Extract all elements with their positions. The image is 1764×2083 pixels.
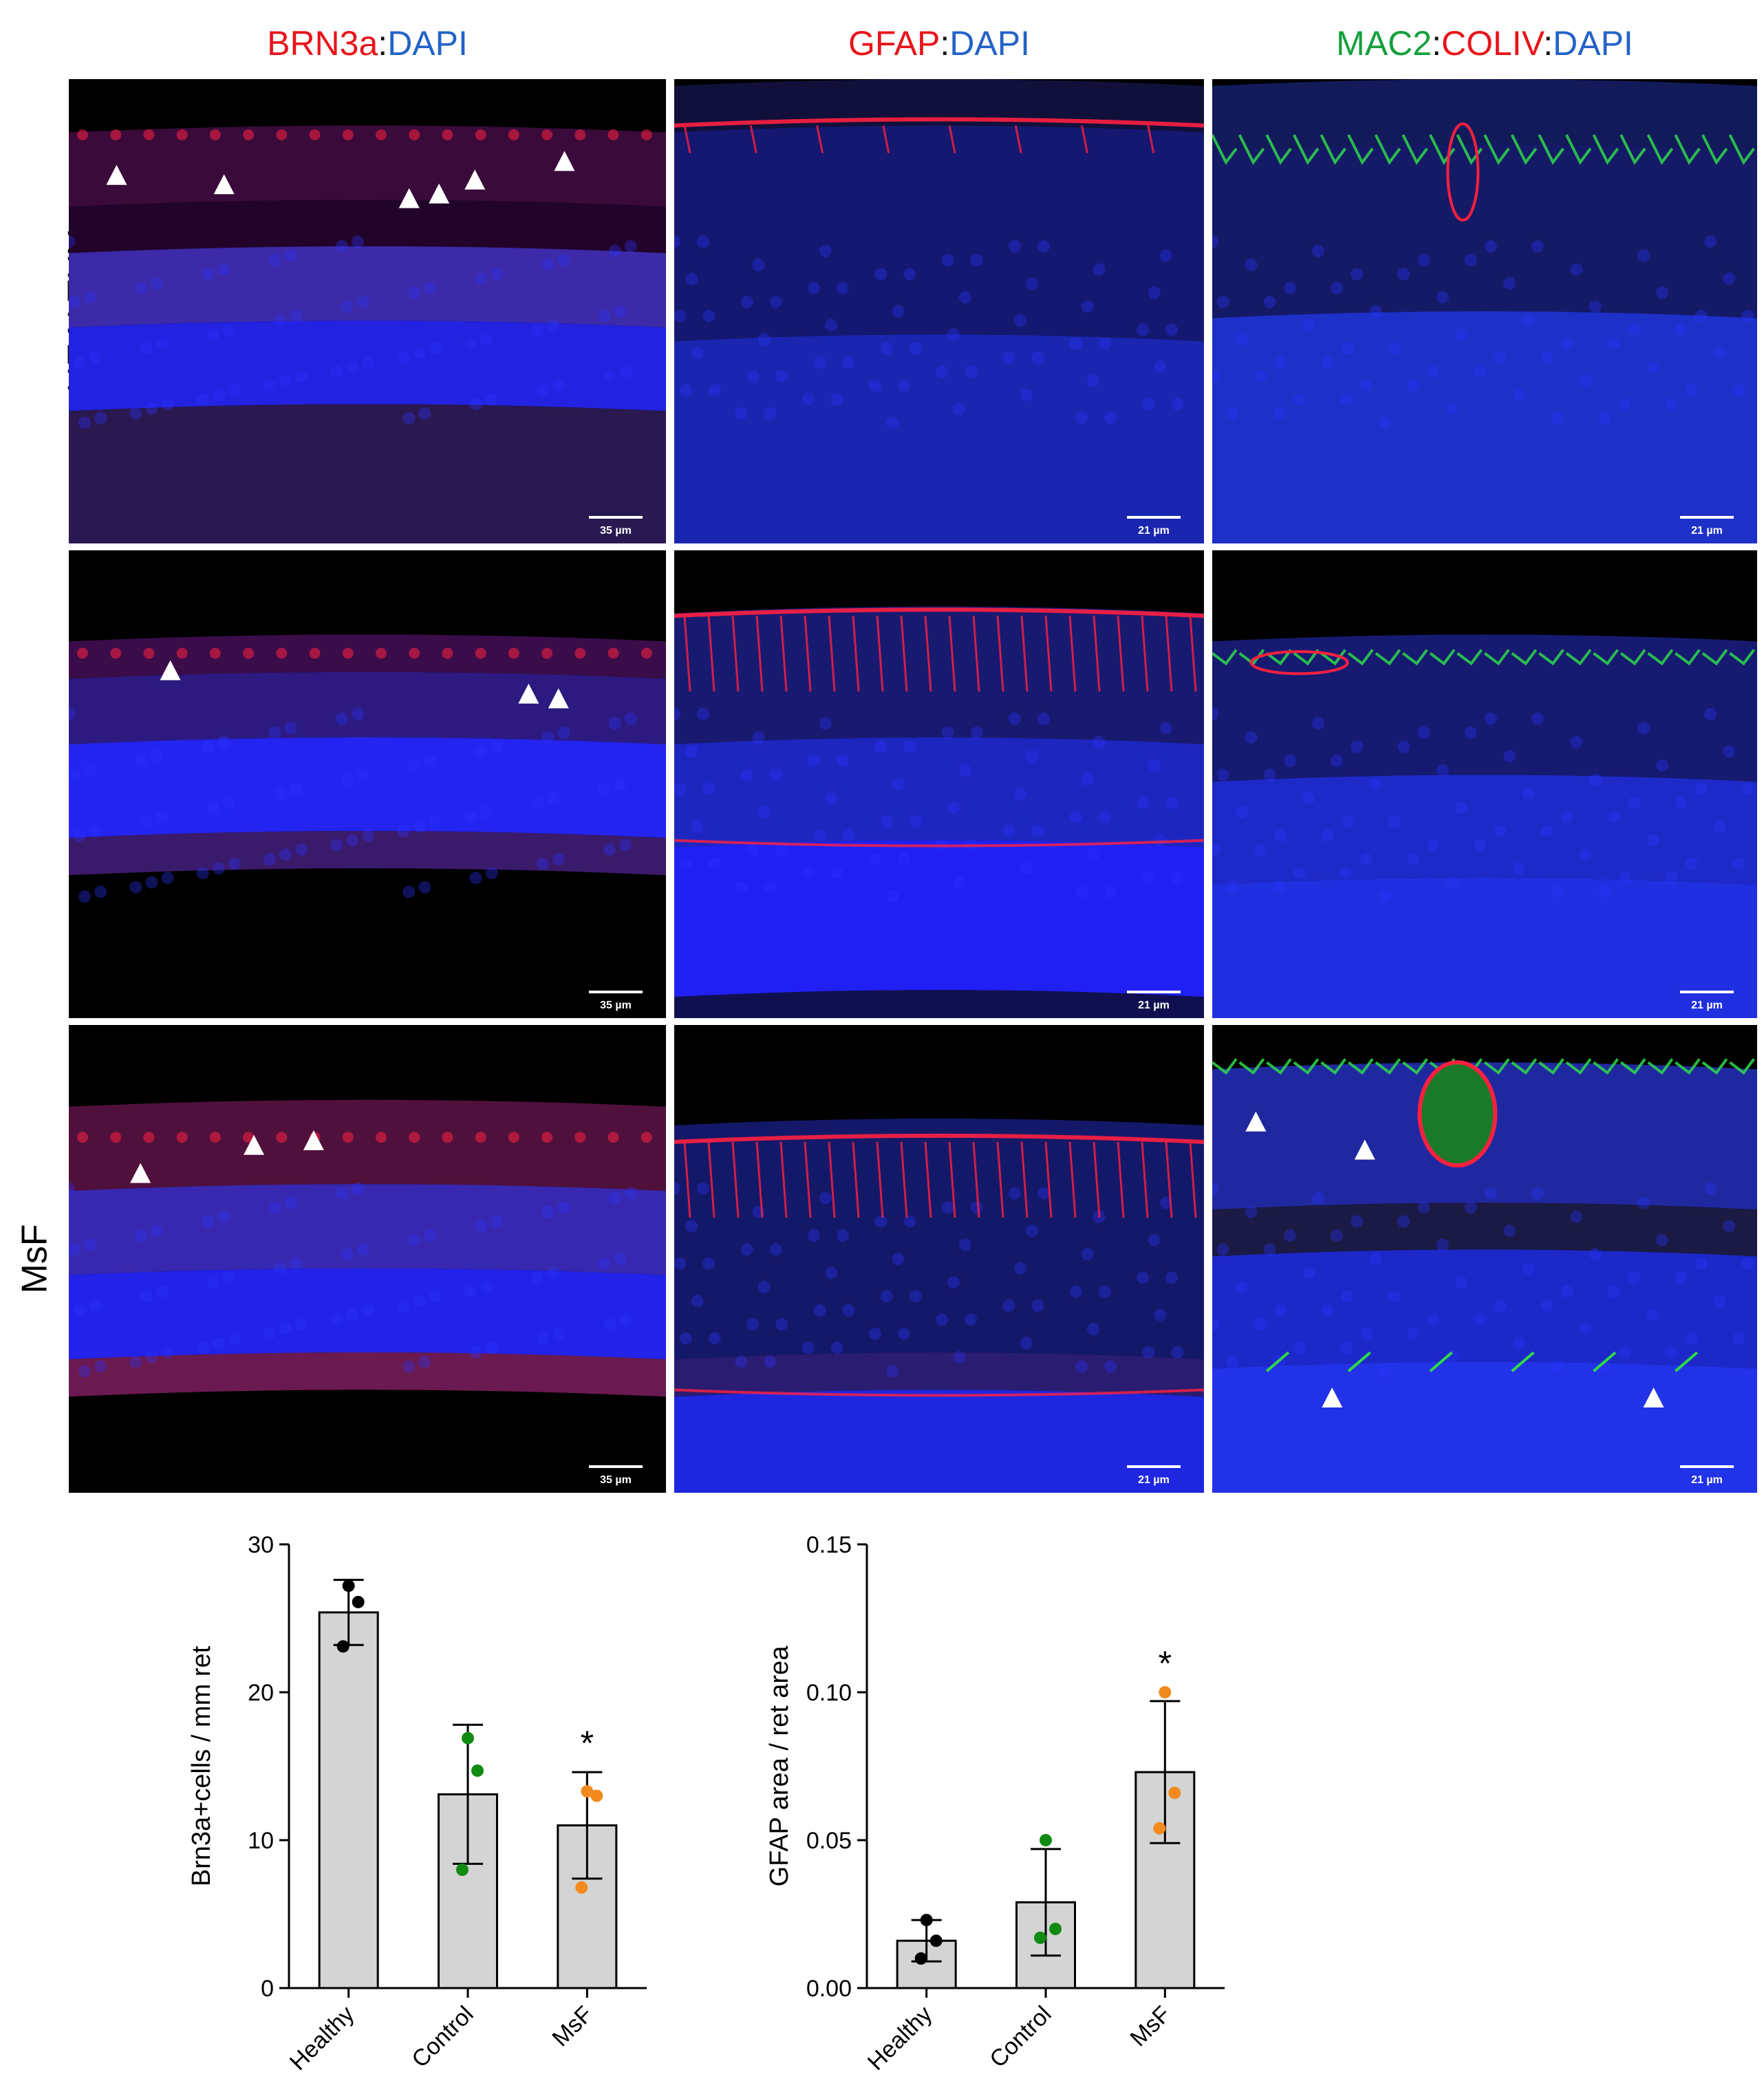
microscopy-panel-control-2: 21 µm <box>674 550 1204 1018</box>
data-point-healthy <box>929 1934 943 1947</box>
scale-bar-label: 21 µm <box>1138 1000 1170 1011</box>
scale-bar-label: 21 µm <box>1691 1474 1723 1486</box>
data-point-msf <box>581 1785 594 1798</box>
column-header-part: : <box>378 24 388 63</box>
data-point-msf <box>1159 1686 1172 1698</box>
y-tick-label: 0.15 <box>806 1532 852 1558</box>
column-header-part: : <box>1432 24 1441 63</box>
data-point-healthy <box>914 1952 927 1965</box>
column-header-part: COLIV <box>1441 24 1544 63</box>
microscopy-panel-msf-2: 21 µm <box>674 1025 1204 1493</box>
row-label-control: CONTROL <box>0 550 107 1018</box>
y-tick-label: 10 <box>248 1828 274 1854</box>
microscopy-panel-healthy-1: 35 µm <box>69 79 666 543</box>
y-tick-label: 0.00 <box>806 1976 852 2002</box>
column-header-part: : <box>940 24 950 63</box>
data-point-healthy <box>352 1595 365 1608</box>
data-point-control <box>456 1864 469 1876</box>
scale-bar-label: 21 µm <box>1691 1000 1723 1011</box>
significance-marker: * <box>581 1724 594 1762</box>
x-tick-label: MsF <box>547 2001 598 2052</box>
y-axis-label: GFAP area / ret area <box>765 1645 794 1887</box>
y-tick-label: 20 <box>248 1680 274 1706</box>
column-header-part: BRN3a <box>267 24 378 63</box>
x-tick-label: Healthy <box>285 2001 359 2075</box>
scale-bar-label: 21 µm <box>1691 525 1723 537</box>
significance-marker: * <box>1159 1644 1172 1683</box>
x-tick-label: Healthy <box>863 2001 937 2075</box>
microscopy-panel-msf-1: 35 µm <box>69 1025 666 1493</box>
data-point-msf <box>575 1881 588 1894</box>
scale-bar-label: 21 µm <box>1138 525 1170 537</box>
column-header-part: MAC2 <box>1336 24 1432 63</box>
data-point-control <box>1040 1834 1052 1846</box>
data-point-control <box>471 1764 484 1777</box>
column-header-brn3a: BRN3a:DAPI <box>69 19 666 67</box>
y-tick-label: 0.05 <box>806 1828 852 1854</box>
data-point-control <box>462 1731 474 1745</box>
chart-gfap-area: 0.00 0.05 0.10 0.15 GFAP area / ret area Heal… <box>736 1507 1259 2077</box>
data-point-control <box>1034 1931 1046 1944</box>
microscopy-panel-control-1: 35 µm <box>69 550 666 1018</box>
scale-bar-label: 35 µm <box>600 1000 632 1011</box>
column-header-part: GFAP <box>848 24 940 63</box>
bar-healthy <box>318 1611 379 1989</box>
column-header-mac2: MAC2:COLIV:DAPI <box>1212 19 1757 67</box>
data-point-control <box>1049 1923 1062 1935</box>
data-point-msf <box>1153 1822 1166 1835</box>
data-point-healthy <box>342 1579 355 1593</box>
data-point-msf <box>1168 1787 1181 1800</box>
y-tick-label: 30 <box>248 1532 274 1558</box>
y-tick-label: 0 <box>261 1976 274 2002</box>
microscopy-panel-msf-3: 21 µm <box>1212 1025 1757 1493</box>
chart-brn3a-cells: 0 10 20 30 Brn3a+cells / mm ret Healthy Contro… <box>158 1507 681 2077</box>
y-tick-label: 0.10 <box>806 1680 852 1706</box>
microscopy-panel-healthy-3: 21 µm <box>1212 79 1757 543</box>
column-header-gfap: GFAP:DAPI <box>674 19 1204 67</box>
data-point-healthy <box>336 1640 349 1653</box>
column-header-part: DAPI <box>1553 24 1633 63</box>
column-header-part: DAPI <box>387 24 468 63</box>
microscopy-panel-healthy-2: 21 µm <box>674 79 1204 543</box>
microscopy-panel-control-3: 21 µm <box>1212 550 1757 1018</box>
scale-bar-label: 35 µm <box>600 525 632 537</box>
x-tick-label: MsF <box>1125 2001 1176 2052</box>
data-point-msf <box>590 1789 603 1802</box>
scale-bar-label: 21 µm <box>1138 1474 1170 1486</box>
column-header-part: : <box>1543 24 1553 63</box>
x-tick-label: Control <box>407 2001 478 2073</box>
row-label-msf: MsF <box>0 1025 62 1493</box>
row-label-healthy: HEALTHY <box>0 79 100 543</box>
x-tick-label: Control <box>985 2001 1056 2073</box>
data-point-healthy <box>920 1914 933 1927</box>
column-header-part: DAPI <box>949 24 1030 63</box>
y-axis-label: Brn3a+cells / mm ret <box>187 1645 216 1886</box>
scale-bar-label: 35 µm <box>600 1474 632 1486</box>
